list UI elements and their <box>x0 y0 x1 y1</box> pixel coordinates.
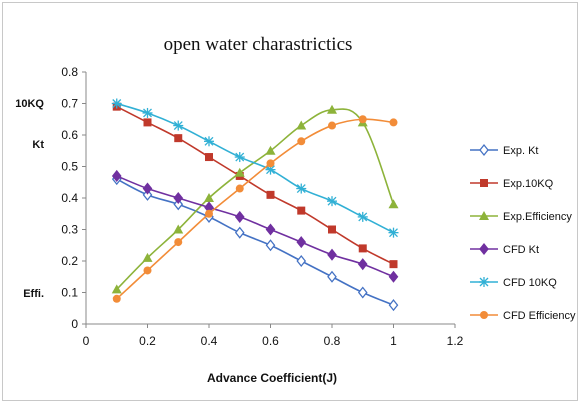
legend-marker-cfd-kt <box>479 242 489 256</box>
data-point-exp-efficiency <box>388 199 399 209</box>
data-point-cfd-efficiency <box>174 238 183 247</box>
data-point-exp-efficiency <box>265 145 276 155</box>
chart-frame <box>2 2 578 401</box>
legend-label-cfd-kt: CFD Kt <box>503 244 539 256</box>
data-point-cfd-kt <box>388 270 399 283</box>
y-tick-label: 0.2 <box>61 254 78 268</box>
x-axis-label: Advance Coefficient(J) <box>207 371 337 385</box>
data-point-cfd-kt <box>142 182 153 195</box>
data-point-cfd-efficiency <box>297 137 306 146</box>
data-point-exp-efficiency <box>327 104 337 114</box>
data-point-exp-kt <box>388 299 399 312</box>
series-line-exp-10kq <box>116 105 394 265</box>
data-point-cfd-efficiency <box>266 159 275 168</box>
x-tick-label: 0.8 <box>324 334 341 348</box>
data-point-cfd-10kq <box>173 120 184 131</box>
data-point-exp-kt <box>234 226 245 239</box>
data-point-exp-10kq <box>266 190 275 199</box>
data-point-exp-10kq <box>389 260 398 269</box>
x-tick-label: 1.2 <box>447 334 464 348</box>
side-label-effi: Effi. <box>23 288 44 300</box>
data-point-exp-efficiency <box>173 224 184 234</box>
x-tick-label: 0 <box>83 334 90 348</box>
y-tick-label: 0.1 <box>61 286 78 300</box>
data-point-cfd-efficiency <box>235 184 244 193</box>
y-tick-label: 0.4 <box>61 191 78 205</box>
data-point-cfd-10kq <box>234 152 245 163</box>
legend-marker-cfd-efficiency <box>480 311 488 319</box>
side-label-10kq: 10KQ <box>15 98 44 110</box>
data-point-exp-kt <box>173 198 184 211</box>
legend-marker-exp-kt <box>479 143 489 157</box>
series-line-exp-efficiency <box>116 108 395 290</box>
data-point-cfd-10kq <box>204 136 214 147</box>
data-point-cfd-efficiency <box>205 209 213 218</box>
data-point-cfd-efficiency <box>328 121 336 130</box>
data-point-exp-efficiency <box>296 120 307 130</box>
data-point-exp-kt <box>142 188 153 201</box>
data-point-exp-10kq <box>143 118 152 127</box>
legend-marker-exp-efficiency <box>479 211 489 220</box>
data-point-cfd-efficiency <box>358 115 367 124</box>
data-point-exp-kt <box>357 286 368 299</box>
data-point-exp-efficiency <box>142 252 153 262</box>
legend-label-exp-10kq: Exp.10KQ <box>503 178 554 190</box>
data-point-cfd-kt <box>296 236 307 249</box>
series-line-cfd-efficiency <box>116 118 394 300</box>
data-point-exp-10kq <box>297 206 306 215</box>
y-tick-label: 0.3 <box>61 223 78 237</box>
legend: Exp. Kt Exp.10KQ Exp.Efficiency CFD Kt CFD 1… <box>470 143 576 322</box>
data-point-cfd-10kq <box>296 183 307 194</box>
y-tick-label: 0.7 <box>61 97 78 111</box>
data-point-cfd-kt <box>265 223 276 236</box>
data-point-cfd-kt <box>327 248 337 261</box>
legend-marker-exp-10kq <box>480 179 488 187</box>
legend-label-cfd-efficiency: CFD Efficiency <box>503 310 576 322</box>
data-point-exp-efficiency <box>204 193 214 202</box>
series-line-cfd-kt <box>116 175 394 278</box>
data-point-cfd-efficiency <box>389 118 398 127</box>
data-point-cfd-10kq <box>388 227 399 238</box>
side-label-kt: Kt <box>32 139 44 151</box>
data-point-cfd-kt <box>111 169 122 182</box>
data-point-exp-10kq <box>358 244 367 253</box>
data-point-exp-kt <box>327 270 337 283</box>
data-point-cfd-10kq <box>142 107 153 118</box>
series-line-exp-kt <box>116 178 394 306</box>
y-tick-label: 0 <box>71 317 78 331</box>
plot-area: 0 0.1 0.2 0.3 0.4 0.5 0.6 0.7 0.8 0 0.2 0.4 0.6 0.8 1 1… <box>61 65 463 348</box>
data-point-exp-efficiency <box>234 167 245 177</box>
legend-marker-cfd-10kq <box>479 277 489 287</box>
x-tick-label: 0.2 <box>139 334 156 348</box>
data-point-exp-efficiency <box>111 284 122 294</box>
data-point-exp-10kq <box>174 134 183 143</box>
data-point-cfd-kt <box>234 210 245 223</box>
data-point-cfd-10kq <box>111 98 122 109</box>
data-point-cfd-kt <box>357 258 368 271</box>
series-line-cfd-10kq <box>116 102 394 234</box>
legend-label-cfd-10kq: CFD 10KQ <box>503 277 557 289</box>
data-point-cfd-efficiency <box>143 266 152 275</box>
legend-label-exp-kt: Exp. Kt <box>503 145 538 157</box>
data-point-exp-kt <box>265 239 276 252</box>
y-tick-label: 0.5 <box>61 160 78 174</box>
y-tick-label: 0.8 <box>61 65 78 79</box>
data-point-cfd-kt <box>173 191 184 205</box>
data-point-cfd-10kq <box>327 196 337 207</box>
data-point-exp-kt <box>296 254 307 268</box>
data-point-cfd-efficiency <box>112 294 121 303</box>
data-point-cfd-10kq <box>357 211 368 222</box>
data-point-exp-10kq <box>328 225 336 234</box>
legend-label-exp-efficiency: Exp.Efficiency <box>503 211 572 223</box>
x-tick-label: 1 <box>390 334 397 348</box>
data-point-exp-10kq <box>205 153 213 162</box>
x-tick-label: 0.4 <box>201 334 218 348</box>
x-tick-label: 0.6 <box>262 334 279 348</box>
chart-title: open water charastrictics <box>164 34 353 55</box>
y-tick-label: 0.6 <box>61 128 78 142</box>
